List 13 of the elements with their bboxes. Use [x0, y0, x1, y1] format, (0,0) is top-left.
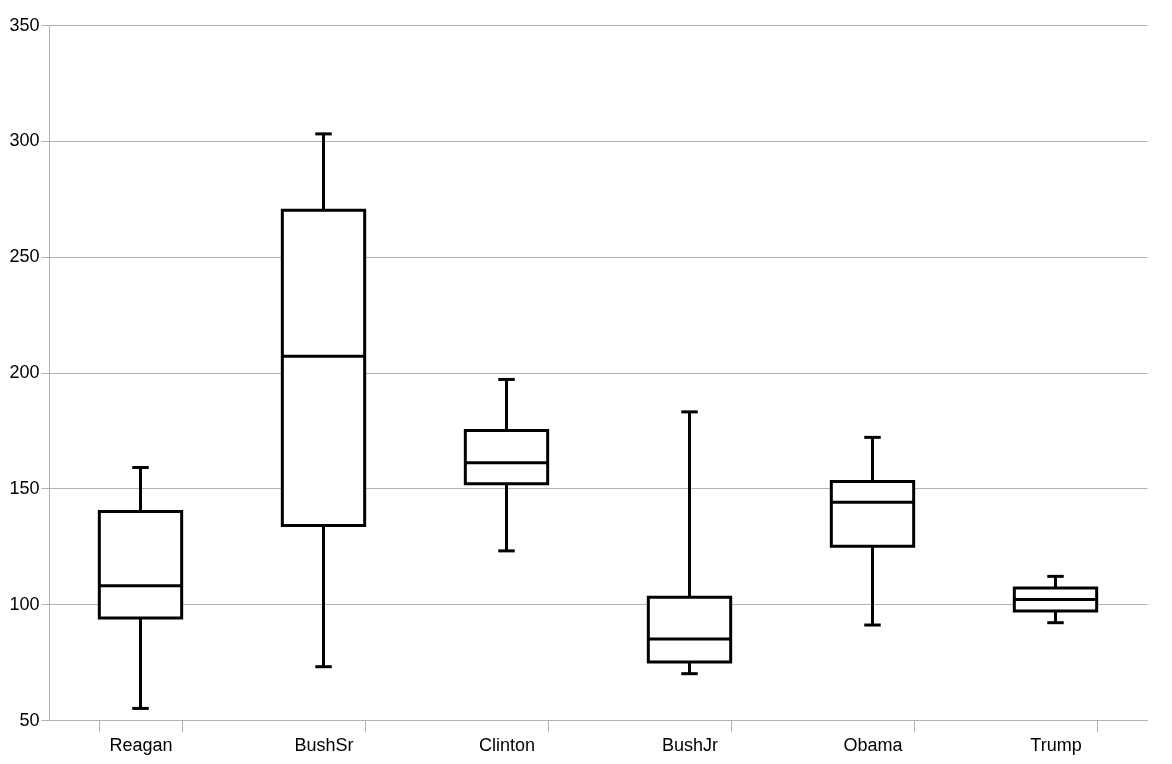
- x-tick-label: Reagan: [109, 734, 173, 755]
- x-tick-label: BushJr: [661, 734, 719, 755]
- y-tick-label: 50: [19, 709, 40, 730]
- y-tick-label: 150: [9, 477, 40, 498]
- y-tick-label: 300: [9, 130, 40, 151]
- y-tick-label: 200: [9, 362, 40, 382]
- x-tick-label: Trump: [1030, 734, 1082, 755]
- x-tick-label: BushSr: [294, 734, 354, 755]
- y-tick-label: 350: [9, 14, 40, 35]
- x-tick-label: Obama: [843, 734, 904, 755]
- x-tick-label: Clinton: [478, 734, 536, 755]
- y-tick-label: 100: [9, 593, 40, 614]
- y-tick-label: 250: [9, 246, 40, 267]
